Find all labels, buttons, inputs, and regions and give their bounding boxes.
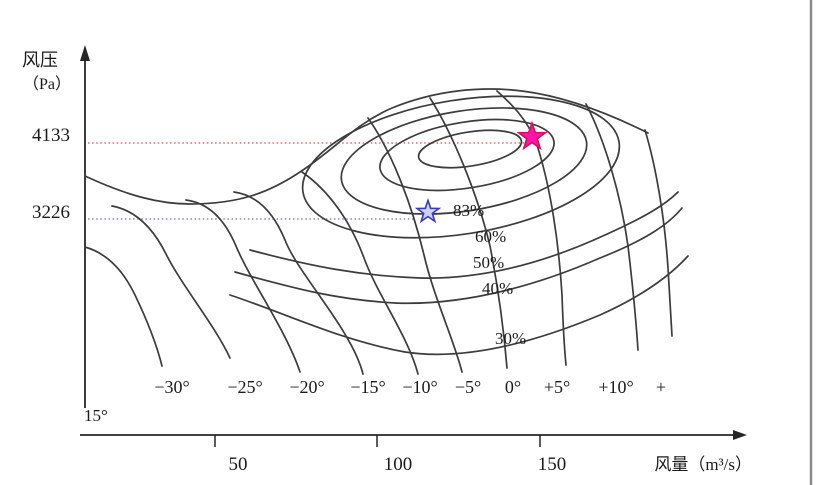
efficiency-label-group: 83% 60% 50% 40% 30%	[453, 201, 526, 348]
contour-arc-50	[249, 191, 679, 279]
blade-angle-curves	[84, 90, 673, 375]
contour-50	[301, 95, 621, 239]
curve-minus-10	[301, 171, 419, 375]
curve-minus-20	[185, 199, 301, 373]
y-value-3226: 3226	[32, 202, 70, 223]
angle-label-minus-30: −30°	[154, 377, 189, 397]
efficiency-label-30: 30%	[495, 329, 526, 348]
operating-point-star-icon	[414, 198, 442, 224]
efficiency-label-83: 83%	[453, 201, 484, 220]
angle-label-minus-5: −5°	[455, 377, 481, 397]
angle-label-wrapped-15: 15°	[84, 406, 108, 425]
curve-minus-5	[367, 117, 463, 373]
x-value-50: 50	[229, 454, 248, 475]
x-axis	[80, 430, 747, 447]
angle-label-plus-5: +5°	[544, 377, 570, 397]
angle-label-minus-20: −20°	[289, 377, 324, 397]
y-axis	[80, 45, 90, 408]
curve-minus-25	[111, 205, 231, 359]
angle-label-minus-10: −10°	[402, 377, 437, 397]
angle-label-minus-25: −25°	[227, 377, 262, 397]
efficiency-label-40: 40%	[482, 279, 513, 298]
x-value-150: 150	[538, 454, 567, 475]
y-axis-title-line1: 风压	[22, 50, 58, 70]
curve-minus-30	[84, 246, 163, 367]
x-axis-title: 风量（m³/s）	[654, 455, 752, 474]
x-value-100: 100	[384, 454, 413, 475]
contour-60	[340, 107, 588, 215]
blade-angle-label-row: −30° −25° −20° −15° −10° −5° 0° +5° +10°…	[84, 377, 666, 425]
y-axis-arrow-icon	[80, 45, 90, 61]
contour-arc-40	[234, 207, 683, 305]
y-axis-title-line2: （Pa）	[23, 75, 71, 93]
curve-plus-15	[644, 129, 673, 337]
y-value-4133: 4133	[32, 125, 70, 146]
curve-minus-15	[233, 191, 364, 375]
angle-label-plus-sign: +	[656, 377, 666, 397]
angle-label-plus-10: +10°	[598, 377, 633, 397]
angle-label-0: 0°	[505, 377, 521, 397]
angle-label-minus-15: −15°	[350, 377, 385, 397]
efficiency-label-50: 50%	[473, 253, 504, 272]
curve-0	[429, 97, 508, 369]
efficiency-label-60: 60%	[475, 227, 506, 246]
x-axis-arrow-icon	[733, 430, 747, 440]
peak-pressure-star-icon	[516, 120, 548, 151]
contour-inner	[417, 129, 523, 169]
curve-plus-10	[585, 103, 639, 351]
curve-plus-5	[496, 90, 567, 366]
contour-arc-30	[229, 255, 689, 356]
envelope-curve	[84, 88, 649, 205]
